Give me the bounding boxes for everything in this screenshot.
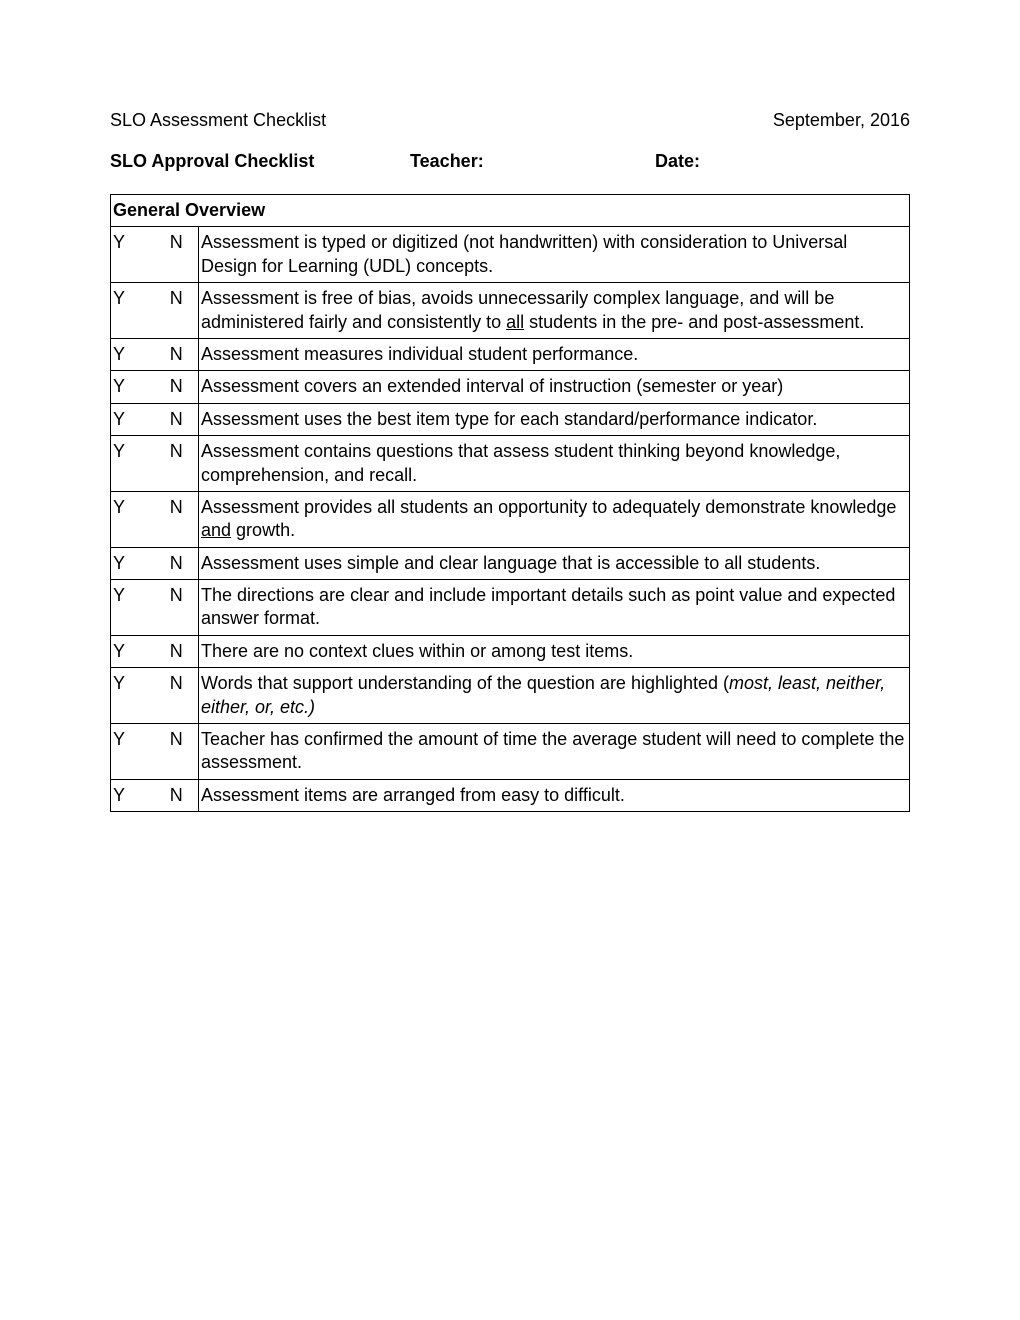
description-cell: Words that support understanding of the … bbox=[199, 668, 910, 724]
table-row: YNThe directions are clear and include i… bbox=[111, 580, 910, 636]
header-title: SLO Assessment Checklist bbox=[110, 110, 326, 131]
no-cell[interactable]: N bbox=[139, 227, 199, 283]
yes-cell[interactable]: Y bbox=[111, 227, 139, 283]
subheader-row: SLO Approval Checklist Teacher: Date: bbox=[110, 151, 910, 172]
yes-cell[interactable]: Y bbox=[111, 635, 139, 667]
table-row: YNTeacher has confirmed the amount of ti… bbox=[111, 724, 910, 780]
yes-cell[interactable]: Y bbox=[111, 283, 139, 339]
table-row: YNAssessment contains questions that ass… bbox=[111, 436, 910, 492]
no-cell[interactable]: N bbox=[139, 436, 199, 492]
header-date: September, 2016 bbox=[773, 110, 910, 131]
no-cell[interactable]: N bbox=[139, 403, 199, 435]
description-cell: Assessment measures individual student p… bbox=[199, 338, 910, 370]
description-cell: Assessment is typed or digitized (not ha… bbox=[199, 227, 910, 283]
description-cell: Assessment contains questions that asses… bbox=[199, 436, 910, 492]
table-row: YNAssessment items are arranged from eas… bbox=[111, 779, 910, 811]
yes-cell[interactable]: Y bbox=[111, 338, 139, 370]
yes-cell[interactable]: Y bbox=[111, 724, 139, 780]
no-cell[interactable]: N bbox=[139, 635, 199, 667]
no-cell[interactable]: N bbox=[139, 779, 199, 811]
checklist-table: General Overview YNAssessment is typed o… bbox=[110, 194, 910, 812]
approval-title: SLO Approval Checklist bbox=[110, 151, 410, 172]
yes-cell[interactable]: Y bbox=[111, 436, 139, 492]
table-row: YNAssessment uses the best item type for… bbox=[111, 403, 910, 435]
description-cell: Assessment covers an extended interval o… bbox=[199, 371, 910, 403]
no-cell[interactable]: N bbox=[139, 338, 199, 370]
page-header: SLO Assessment Checklist September, 2016 bbox=[110, 110, 910, 131]
yes-cell[interactable]: Y bbox=[111, 491, 139, 547]
description-cell: There are no context clues within or amo… bbox=[199, 635, 910, 667]
section-header-row: General Overview bbox=[111, 195, 910, 227]
description-cell: Assessment is free of bias, avoids unnec… bbox=[199, 283, 910, 339]
description-cell: Teacher has confirmed the amount of time… bbox=[199, 724, 910, 780]
no-cell[interactable]: N bbox=[139, 283, 199, 339]
no-cell[interactable]: N bbox=[139, 491, 199, 547]
yes-cell[interactable]: Y bbox=[111, 403, 139, 435]
description-cell: Assessment uses simple and clear languag… bbox=[199, 547, 910, 579]
table-row: YNAssessment provides all students an op… bbox=[111, 491, 910, 547]
no-cell[interactable]: N bbox=[139, 724, 199, 780]
yes-cell[interactable]: Y bbox=[111, 580, 139, 636]
table-row: YNAssessment covers an extended interval… bbox=[111, 371, 910, 403]
description-cell: Assessment items are arranged from easy … bbox=[199, 779, 910, 811]
yes-cell[interactable]: Y bbox=[111, 547, 139, 579]
yes-cell[interactable]: Y bbox=[111, 668, 139, 724]
teacher-label: Teacher: bbox=[410, 151, 655, 172]
no-cell[interactable]: N bbox=[139, 668, 199, 724]
table-row: YNAssessment uses simple and clear langu… bbox=[111, 547, 910, 579]
date-label: Date: bbox=[655, 151, 700, 172]
description-cell: Assessment uses the best item type for e… bbox=[199, 403, 910, 435]
table-row: YNThere are no context clues within or a… bbox=[111, 635, 910, 667]
table-row: YNAssessment is typed or digitized (not … bbox=[111, 227, 910, 283]
yes-cell[interactable]: Y bbox=[111, 371, 139, 403]
no-cell[interactable]: N bbox=[139, 371, 199, 403]
table-row: YNWords that support understanding of th… bbox=[111, 668, 910, 724]
table-row: YNAssessment is free of bias, avoids unn… bbox=[111, 283, 910, 339]
no-cell[interactable]: N bbox=[139, 547, 199, 579]
description-cell: Assessment provides all students an oppo… bbox=[199, 491, 910, 547]
table-row: YNAssessment measures individual student… bbox=[111, 338, 910, 370]
no-cell[interactable]: N bbox=[139, 580, 199, 636]
yes-cell[interactable]: Y bbox=[111, 779, 139, 811]
section-header: General Overview bbox=[111, 195, 910, 227]
description-cell: The directions are clear and include imp… bbox=[199, 580, 910, 636]
